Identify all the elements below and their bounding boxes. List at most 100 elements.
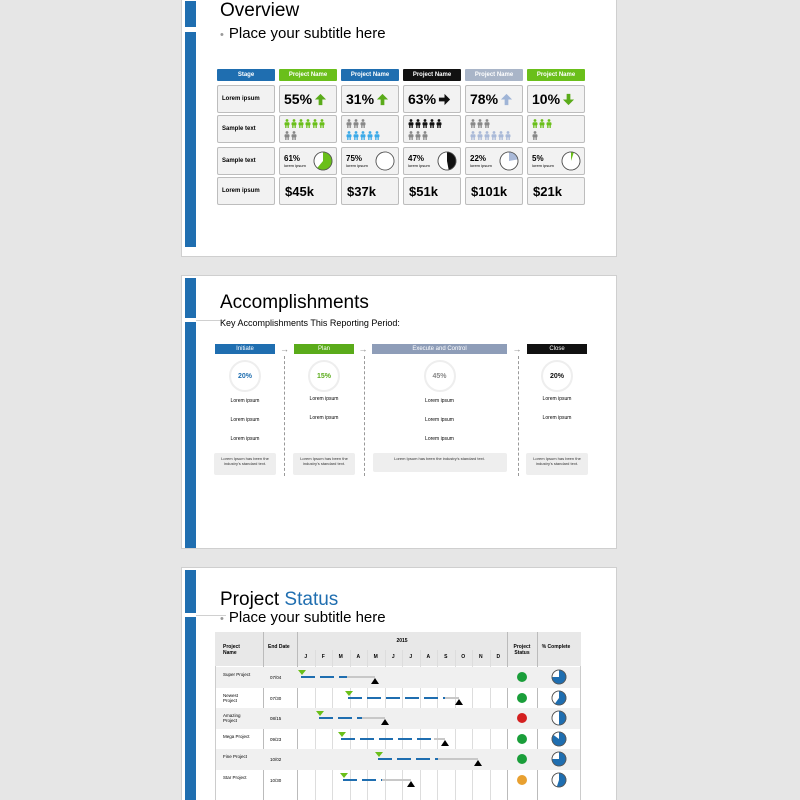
people-row bbox=[532, 131, 584, 141]
pie-cell: 47% lorem ipsum bbox=[403, 147, 461, 175]
gantt-bar bbox=[341, 737, 434, 740]
milestone-end-icon bbox=[454, 698, 463, 705]
status-indicator bbox=[517, 692, 527, 703]
project-name-header: Project Name bbox=[279, 69, 337, 81]
phase-header: Initiate bbox=[215, 344, 275, 354]
end-date: 10/30 bbox=[270, 777, 282, 783]
year-header: 2015 bbox=[396, 638, 408, 644]
progress-circle: 45% bbox=[423, 360, 456, 392]
end-date: 07/30 bbox=[270, 695, 282, 701]
milestone-start-icon bbox=[340, 772, 348, 778]
gantt-bar-remaining bbox=[444, 696, 459, 699]
phase-divider bbox=[364, 356, 365, 476]
percent-cell: 31% bbox=[341, 85, 399, 113]
divider bbox=[196, 320, 226, 321]
people-cell bbox=[403, 115, 461, 143]
progress-circle: 20% bbox=[229, 360, 261, 392]
people-cell bbox=[279, 115, 337, 143]
person-icon bbox=[353, 115, 360, 132]
accomplishment-item: Lorem ipsum bbox=[425, 398, 454, 404]
phase-header: Close bbox=[527, 344, 587, 354]
person-icon bbox=[477, 115, 484, 132]
month-header: F bbox=[321, 654, 325, 660]
milestone-start-icon bbox=[345, 690, 354, 696]
milestone-start-icon bbox=[315, 711, 324, 716]
arrow-up-icon bbox=[376, 93, 389, 106]
person-icon bbox=[415, 127, 422, 144]
accomplishment-item: Lorem ipsum bbox=[542, 396, 572, 402]
pie-caption: lorem ipsum bbox=[470, 163, 492, 168]
status-indicator bbox=[517, 733, 527, 744]
person-icon bbox=[408, 127, 415, 144]
money-cell: $101k bbox=[465, 177, 523, 205]
accomplishment-item: Lorem ipsum bbox=[230, 398, 260, 404]
project-name: Super Project bbox=[223, 672, 251, 677]
person-icon bbox=[422, 127, 429, 144]
slide-overview[interactable]: Overview • Place your subtitle here Stage… bbox=[181, 0, 617, 257]
end-date: 08/15 bbox=[270, 716, 282, 721]
people-row bbox=[408, 131, 460, 141]
people-cell bbox=[465, 115, 523, 143]
arrow-right-icon bbox=[438, 93, 451, 106]
milestone-end-icon bbox=[381, 719, 389, 725]
pie-cell: 22% lorem ipsum bbox=[465, 147, 523, 175]
people-row bbox=[470, 131, 522, 141]
milestone-end-icon bbox=[440, 739, 449, 746]
pie-cell: 61% lorem ipsum bbox=[279, 147, 337, 175]
person-icon bbox=[505, 127, 512, 144]
people-cell bbox=[527, 115, 585, 143]
progress-circle: 20% bbox=[541, 360, 573, 392]
person-icon bbox=[367, 127, 374, 144]
column-header: % Complete bbox=[541, 644, 571, 650]
arrow-up-icon bbox=[314, 93, 327, 106]
pie-chart-icon bbox=[561, 151, 581, 171]
person-icon bbox=[484, 127, 491, 144]
slide-accomplishments[interactable]: Accomplishments Key Accomplishments This… bbox=[181, 275, 617, 549]
slide-title: Overview bbox=[220, 0, 300, 21]
month-header: D bbox=[496, 654, 501, 660]
row-label: Sample text bbox=[217, 147, 275, 175]
title-part: Project bbox=[220, 589, 285, 610]
pie-value: 47% bbox=[408, 154, 425, 163]
accomplishment-item: Lorem ipsum bbox=[425, 417, 454, 423]
pie-caption: lorem ipsum bbox=[346, 163, 368, 168]
status-indicator bbox=[517, 713, 527, 723]
milestone-end-icon bbox=[370, 678, 379, 684]
status-indicator bbox=[517, 754, 527, 764]
people-row bbox=[532, 119, 584, 129]
person-icon bbox=[298, 115, 305, 132]
money-cell: $45k bbox=[279, 177, 337, 205]
pie-chart-icon bbox=[313, 151, 333, 171]
pie-chart-icon bbox=[499, 151, 519, 171]
slide-accent-bar bbox=[185, 278, 196, 318]
project-name: Newest Project bbox=[223, 692, 239, 703]
person-icon bbox=[546, 115, 553, 132]
gantt-bar-remaining bbox=[346, 676, 375, 678]
slide-project-status[interactable]: Project Status • Place your subtitle here… bbox=[181, 567, 617, 800]
gantt-row-band bbox=[216, 667, 580, 688]
person-icon bbox=[284, 127, 291, 144]
month-header: O bbox=[461, 654, 466, 660]
milestone-end-icon bbox=[407, 780, 416, 787]
pie-caption: lorem ipsum bbox=[284, 163, 306, 168]
person-icon bbox=[284, 115, 291, 132]
person-icon bbox=[291, 127, 298, 144]
project-name-header: Project Name bbox=[341, 69, 399, 81]
money-cell: $51k bbox=[403, 177, 461, 205]
gantt-row-band bbox=[216, 708, 580, 729]
accomplishment-item: Lorem ipsum bbox=[542, 415, 572, 421]
end-date: 07/04 bbox=[270, 675, 282, 680]
project-name: Mega Project bbox=[223, 733, 250, 739]
milestone-end-icon bbox=[473, 760, 482, 766]
money-cell: $21k bbox=[527, 177, 585, 205]
month-header: M bbox=[338, 654, 343, 660]
milestone-start-icon bbox=[338, 731, 347, 737]
percent-cell: 78% bbox=[465, 85, 523, 113]
project-name: Star Project bbox=[223, 774, 247, 780]
row-label: Lorem ipsum bbox=[217, 177, 275, 205]
pie-cell: 5% lorem ipsum bbox=[527, 147, 585, 175]
subtitle-text: Place your subtitle here bbox=[228, 609, 386, 626]
people-row bbox=[284, 119, 336, 129]
gantt-header-bg bbox=[215, 632, 581, 666]
person-icon bbox=[353, 127, 360, 144]
